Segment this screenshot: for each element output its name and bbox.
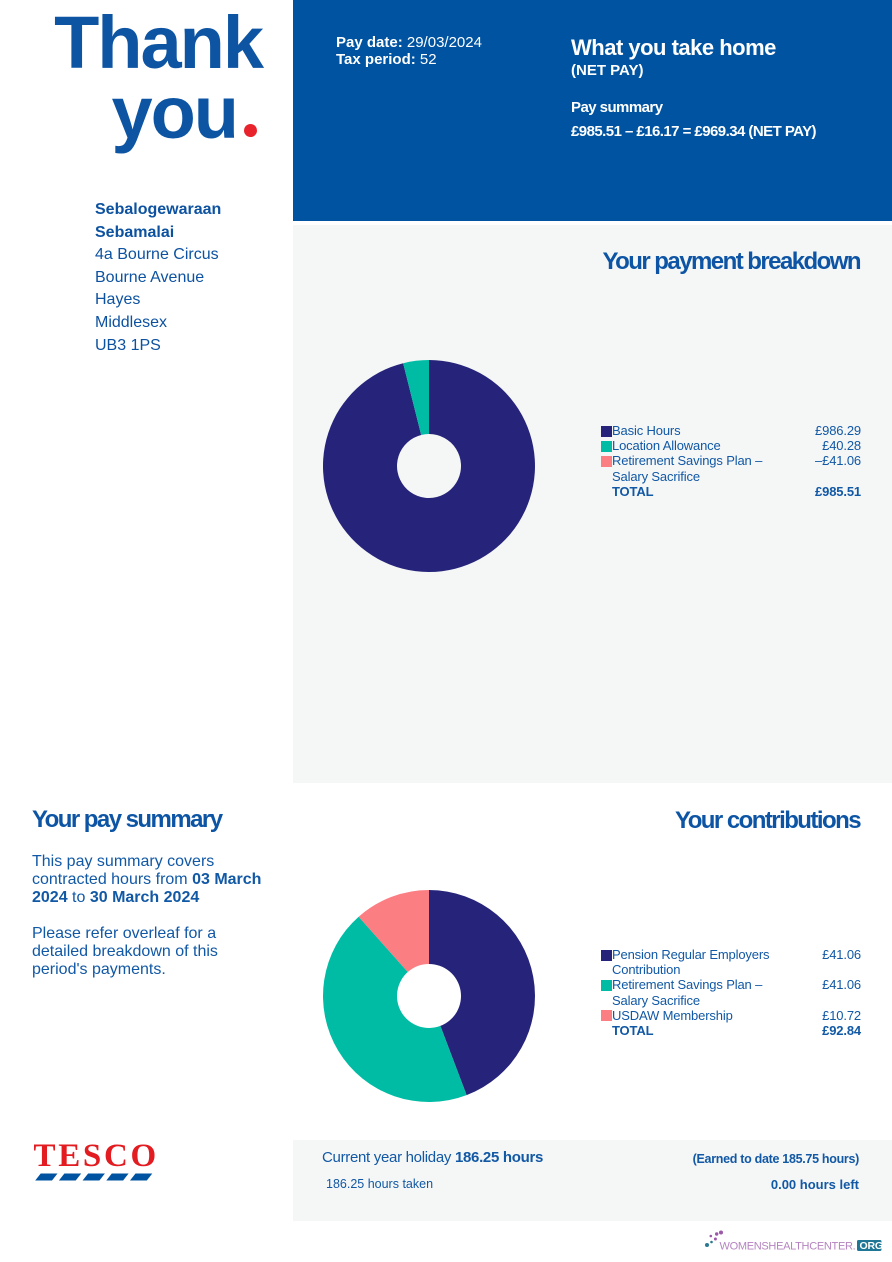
svg-text:ORG: ORG: [860, 1240, 883, 1252]
svg-text:TESCO: TESCO: [34, 1138, 159, 1174]
svg-text:WOMENSHEALTHCENTER.: WOMENSHEALTHCENTER.: [720, 1240, 856, 1252]
